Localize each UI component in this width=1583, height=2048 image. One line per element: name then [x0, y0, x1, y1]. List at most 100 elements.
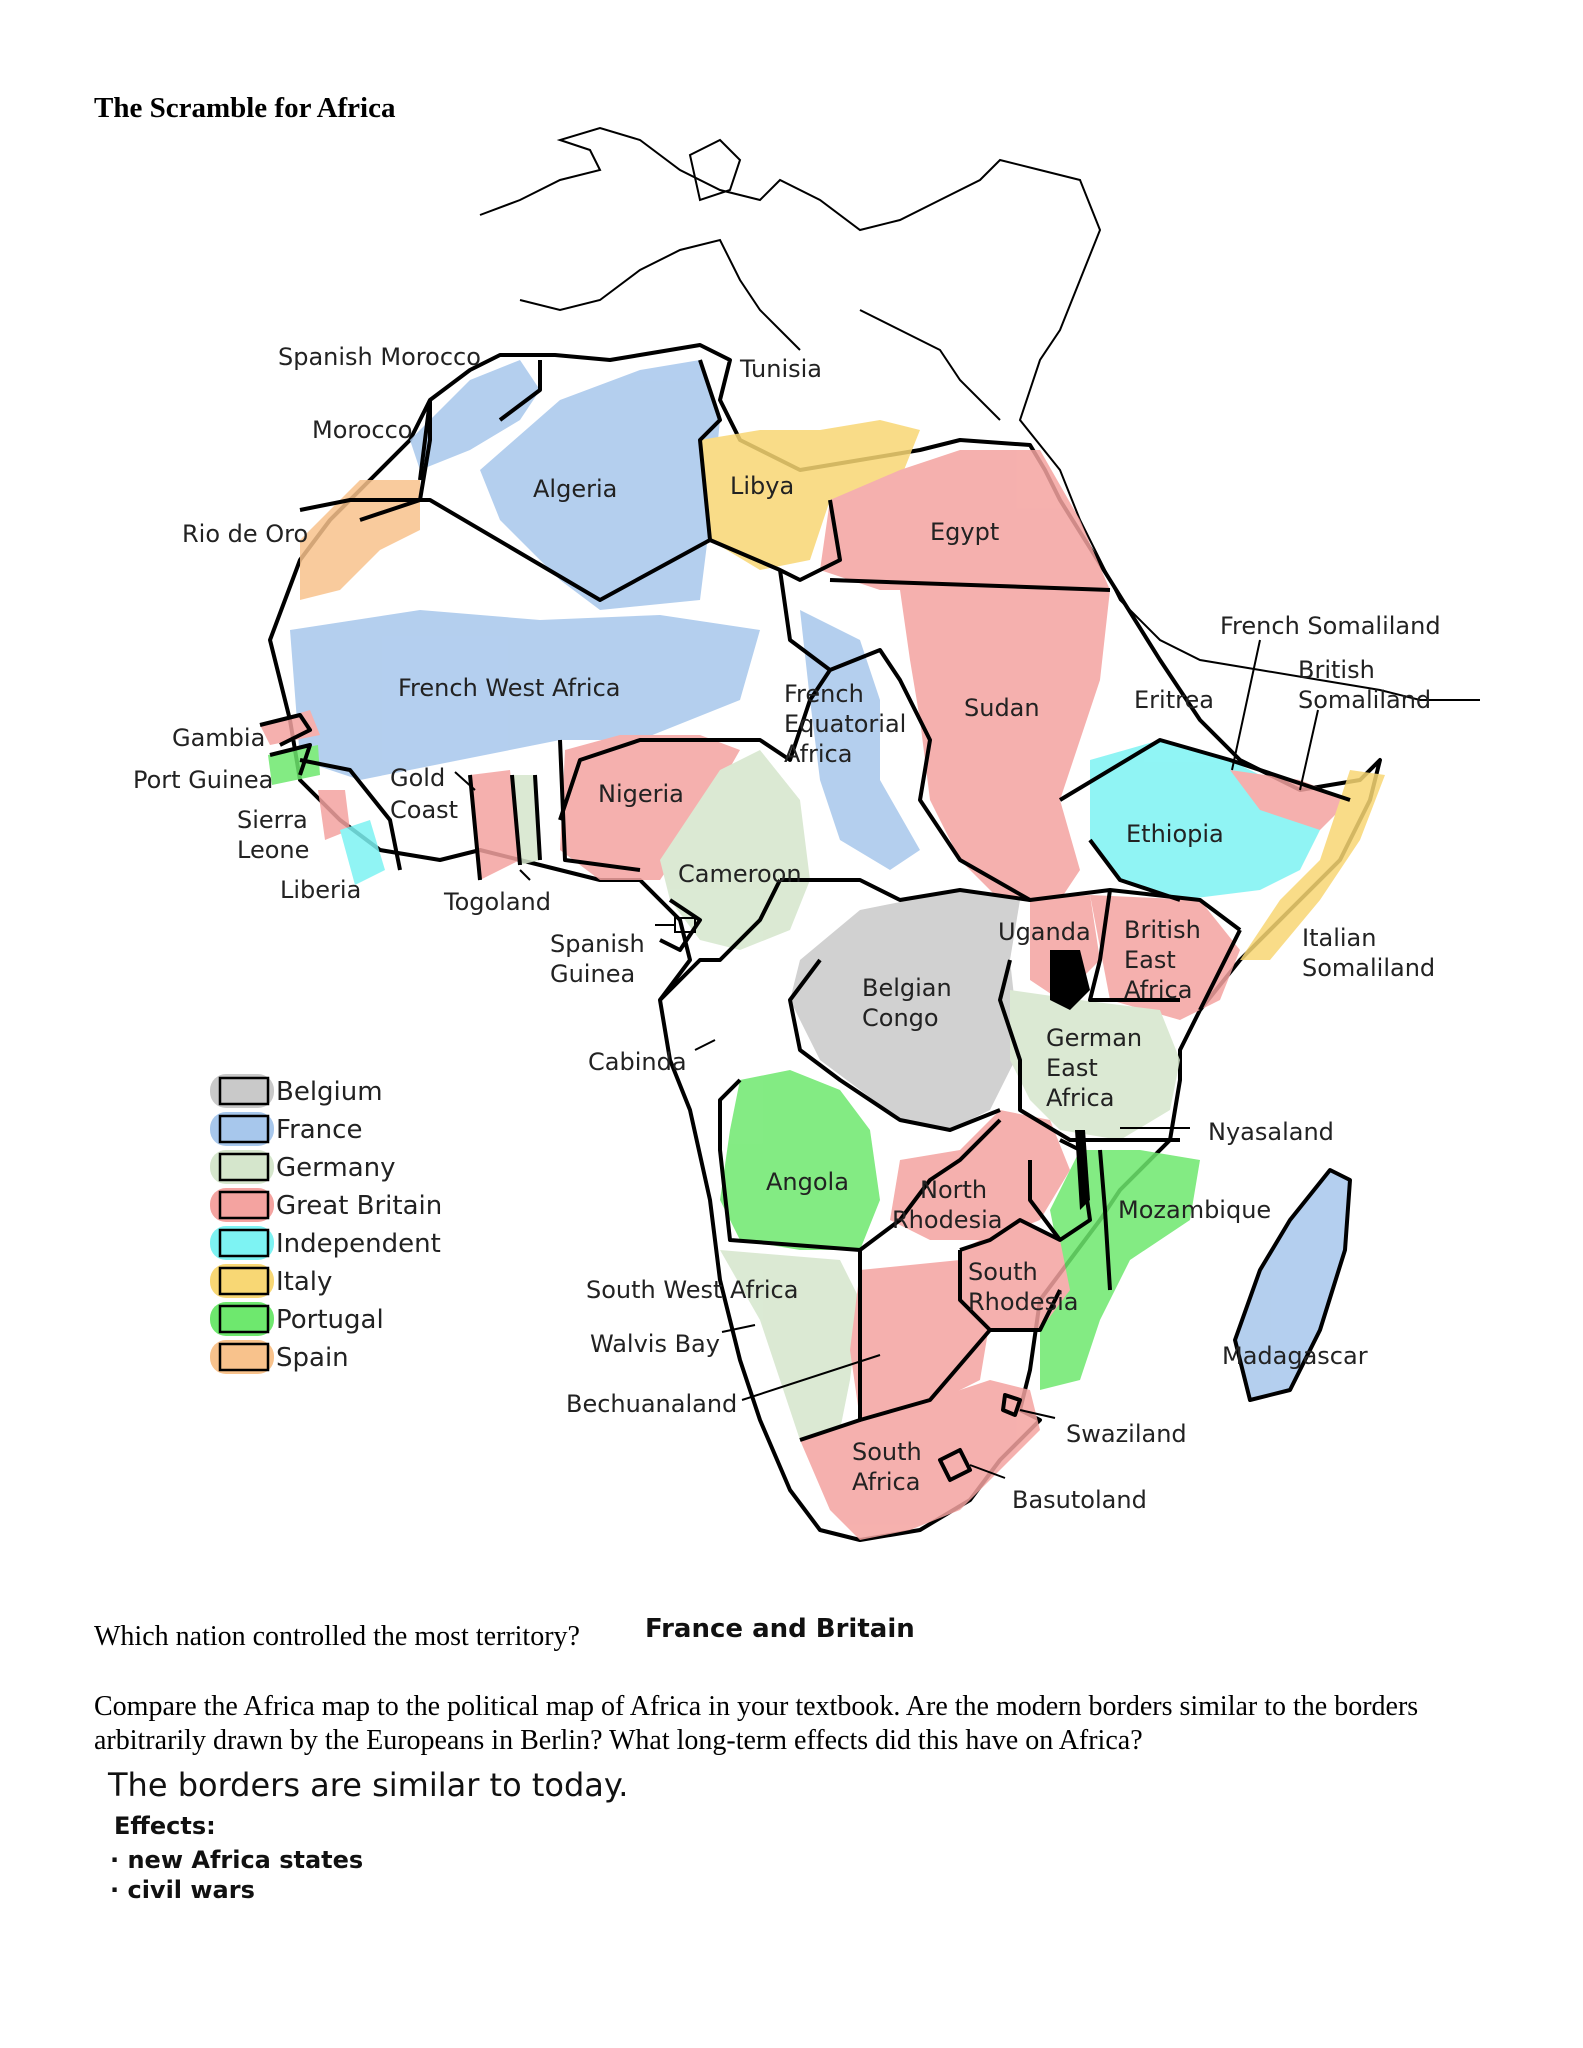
legend-label: Italy	[276, 1267, 332, 1297]
legend-swatch-highlight	[210, 1226, 274, 1260]
legend-swatch-highlight	[210, 1150, 274, 1184]
label-south-rhodesia-2: Rhodesia	[968, 1288, 1078, 1316]
label-rio-de-oro: Rio de Oro	[182, 520, 308, 548]
bechuanaland-fill	[850, 1260, 990, 1420]
angola-fill	[720, 1070, 880, 1250]
label-mozambique: Mozambique	[1118, 1196, 1271, 1224]
question-1-text: Which nation controlled the most territo…	[94, 1621, 580, 1652]
answer-2-line-3: · new Africa states	[110, 1846, 364, 1874]
country-labels: Spanish Morocco Tunisia Morocco Algeria …	[133, 343, 1441, 1514]
label-bea-1: British	[1124, 916, 1201, 944]
label-french-west-africa: French West Africa	[398, 674, 621, 702]
label-bea-2: East	[1124, 946, 1176, 974]
label-morocco: Morocco	[312, 416, 413, 444]
libya-fill	[700, 420, 920, 570]
label-spanish-guinea-2: Guinea	[550, 960, 635, 988]
belgian-congo-fill	[790, 890, 1020, 1130]
label-angola: Angola	[766, 1168, 849, 1196]
madagascar-fill	[1235, 1170, 1350, 1400]
south-rhodesia-fill	[960, 1220, 1070, 1330]
cameroon-fill	[660, 750, 810, 950]
label-french-somaliland: French Somaliland	[1220, 612, 1441, 640]
bea-fill	[1090, 895, 1240, 1020]
nigeria-fill	[560, 735, 740, 880]
label-spanish-guinea-1: Spanish	[550, 930, 645, 958]
legend-label: Independent	[276, 1229, 441, 1259]
label-cabinda: Cabinda	[588, 1048, 687, 1076]
legend-label: Germany	[276, 1153, 396, 1183]
legend-swatch	[218, 1076, 270, 1106]
label-british-somaliland-2: Somaliland	[1298, 686, 1431, 714]
label-french-eq-1: French	[784, 680, 864, 708]
answer-2-line-4: · civil wars	[110, 1876, 255, 1904]
label-gold-coast-2: Coast	[390, 796, 458, 824]
leader-lines	[454, 639, 1319, 1479]
label-it-somaliland-1: Italian	[1302, 924, 1376, 952]
liberia-fill	[340, 820, 385, 885]
label-nigeria: Nigeria	[598, 780, 684, 808]
legend-label: Portugal	[276, 1305, 384, 1335]
legend-label: Great Britain	[276, 1191, 442, 1221]
label-egypt: Egypt	[930, 518, 999, 546]
label-basutoland: Basutoland	[1012, 1486, 1147, 1514]
legend-swatch-highlight	[210, 1188, 274, 1222]
label-sudan: Sudan	[964, 694, 1040, 722]
legend-swatch-highlight	[210, 1074, 274, 1108]
label-bea-3: Africa	[1124, 976, 1192, 1004]
label-bechuanaland: Bechuanaland	[566, 1390, 737, 1418]
legend-swatch-highlight	[210, 1302, 274, 1336]
label-north-rhodesia-2: Rhodesia	[892, 1206, 1002, 1234]
legend-swatch-highlight	[210, 1340, 274, 1374]
legend-label: Belgium	[276, 1077, 383, 1107]
label-togoland: Togoland	[443, 888, 551, 916]
label-swaziland: Swaziland	[1066, 1420, 1187, 1448]
label-gold-coast-1: Gold	[390, 764, 445, 792]
label-south-rhodesia-1: South	[968, 1258, 1038, 1286]
answer-2-line-2: Effects:	[114, 1812, 216, 1840]
label-algeria: Algeria	[533, 475, 617, 503]
legend-label: France	[276, 1115, 362, 1145]
territory-fills	[260, 360, 1385, 1540]
map-legend: Belgium France Germany Great Britain Indepen…	[210, 1074, 442, 1374]
label-french-eq-2: Equatorial	[784, 710, 906, 738]
label-libya: Libya	[730, 472, 794, 500]
label-sierra-leone-2: Leone	[237, 836, 309, 864]
label-sierra-leone-1: Sierra	[237, 806, 308, 834]
label-french-eq-3: Africa	[784, 740, 852, 768]
fea-fill	[800, 610, 920, 870]
label-madagascar: Madagascar	[1222, 1342, 1368, 1370]
label-port-guinea: Port Guinea	[133, 766, 273, 794]
legend-swatch	[218, 1114, 270, 1144]
label-gea-2: East	[1046, 1054, 1098, 1082]
internal-borders	[259, 359, 1352, 1482]
label-liberia: Liberia	[280, 876, 361, 904]
question-1: Which nation controlled the most territo…	[94, 1620, 1514, 1654]
gambia-fill	[260, 710, 320, 745]
label-british-somaliland-1: British	[1298, 656, 1375, 684]
label-cameroon: Cameroon	[678, 860, 802, 888]
label-eritrea: Eritrea	[1134, 686, 1214, 714]
label-uganda: Uganda	[998, 918, 1091, 946]
label-gambia: Gambia	[172, 724, 265, 752]
egypt-fill	[820, 450, 1110, 590]
label-gea-1: German	[1046, 1024, 1142, 1052]
legend-swatch	[218, 1266, 270, 1296]
question-2: Compare the Africa map to the political …	[94, 1691, 1419, 1756]
label-spanish-morocco: Spanish Morocco	[278, 343, 481, 371]
label-ethiopia: Ethiopia	[1126, 820, 1224, 848]
legend-swatch-highlight	[210, 1264, 274, 1298]
morocco-fill	[410, 360, 540, 470]
legend-swatch-highlight	[210, 1112, 274, 1146]
legend-swatch	[218, 1342, 270, 1372]
sudan-fill	[900, 590, 1110, 900]
legend-swatch	[218, 1152, 270, 1182]
label-belgian-congo-1: Belgian	[862, 974, 952, 1002]
swa-fill	[720, 1250, 860, 1440]
answer-1: France and Britain	[645, 1614, 915, 1644]
label-it-somaliland-2: Somaliland	[1302, 954, 1435, 982]
it-somaliland-fill	[1240, 770, 1385, 960]
legend-swatch	[218, 1190, 270, 1220]
gea-fill	[1010, 990, 1180, 1140]
north-rhodesia-fill	[890, 1110, 1070, 1240]
label-walvis-bay: Walvis Bay	[590, 1330, 720, 1358]
